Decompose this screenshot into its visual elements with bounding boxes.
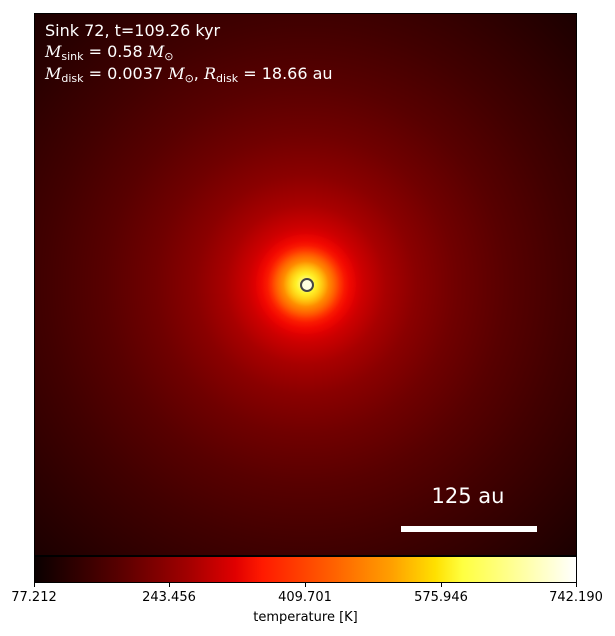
colorbar-tick-label: 77.212	[11, 590, 57, 605]
m-sink-symbol: M	[45, 42, 62, 61]
colorbar	[34, 556, 577, 583]
sink-title: Sink 72, t=109.26 kyr	[45, 22, 220, 40]
sink-mass-line: Msink = 0.58 M⊙	[45, 43, 173, 66]
m-sun-symbol-2: M	[168, 64, 185, 83]
r-disk-symbol: R	[203, 64, 217, 83]
colorbar-tick	[169, 583, 170, 587]
temperature-map: Sink 72, t=109.26 kyr Msink = 0.58 M⊙ Md…	[34, 13, 577, 556]
m-sink-subscript: sink	[61, 50, 84, 63]
sink-id-time: Sink 72, t=109.26 kyr	[45, 21, 221, 40]
r-disk-subscript: disk	[216, 72, 239, 85]
colorbar-tick-label: 575.946	[414, 590, 468, 605]
disk-line: Mdisk = 0.0037 M⊙, Rdisk = 18.66 au	[45, 65, 333, 88]
colorbar-tick-label: 243.456	[142, 590, 196, 605]
colorbar-tick	[305, 583, 306, 587]
m-sink-value: = 0.58	[83, 42, 148, 61]
m-sun-subscript-2: ⊙	[184, 72, 194, 85]
separator: ,	[193, 64, 204, 83]
scale-bar-label: 125 au	[431, 484, 505, 508]
m-disk-subscript: disk	[61, 72, 84, 85]
r-disk-value: = 18.66 au	[238, 64, 333, 83]
colorbar-tick	[34, 583, 35, 587]
colorbar-label: temperature [K]	[253, 610, 358, 625]
m-sun-symbol: M	[147, 42, 165, 61]
colorbar-tick-label: 409.701	[278, 590, 332, 605]
colorbar-tick	[576, 583, 577, 587]
sink-marker	[300, 278, 314, 292]
colorbar-tick	[441, 583, 442, 587]
m-disk-symbol: M	[45, 64, 62, 83]
scale-bar	[401, 526, 537, 532]
m-sun-subscript: ⊙	[164, 50, 174, 63]
colorbar-tick-label: 742.190	[549, 590, 603, 605]
m-disk-value: = 0.0037	[83, 64, 169, 83]
